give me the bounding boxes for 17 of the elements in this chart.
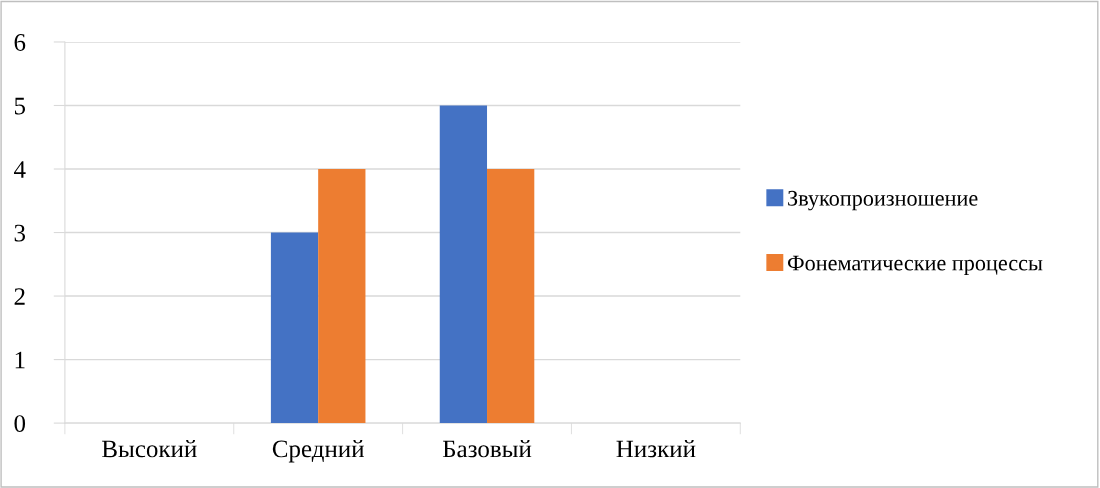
y-tick-label: 1: [15, 351, 25, 369]
legend-label: Звукопроизношение: [788, 190, 978, 211]
x-tick-label: Низкий: [616, 440, 696, 458]
x-tick-label: Высокий: [102, 440, 197, 458]
bar: [318, 169, 366, 424]
y-tick-label: 3: [14, 224, 26, 242]
bar: [270, 232, 319, 424]
bar: [487, 169, 535, 424]
y-tick-label: 5: [14, 97, 26, 115]
legend-label: Фонематические процессы: [787, 255, 1043, 276]
x-tick-label: Базовый: [442, 440, 532, 458]
x-tick-label: Средний: [272, 440, 364, 463]
y-tick-label: 2: [14, 288, 25, 305]
y-tick-label: 0: [14, 415, 26, 433]
y-tick-label: 6: [14, 34, 26, 51]
y-tick-label: 4: [14, 161, 26, 178]
bar: [439, 105, 488, 424]
